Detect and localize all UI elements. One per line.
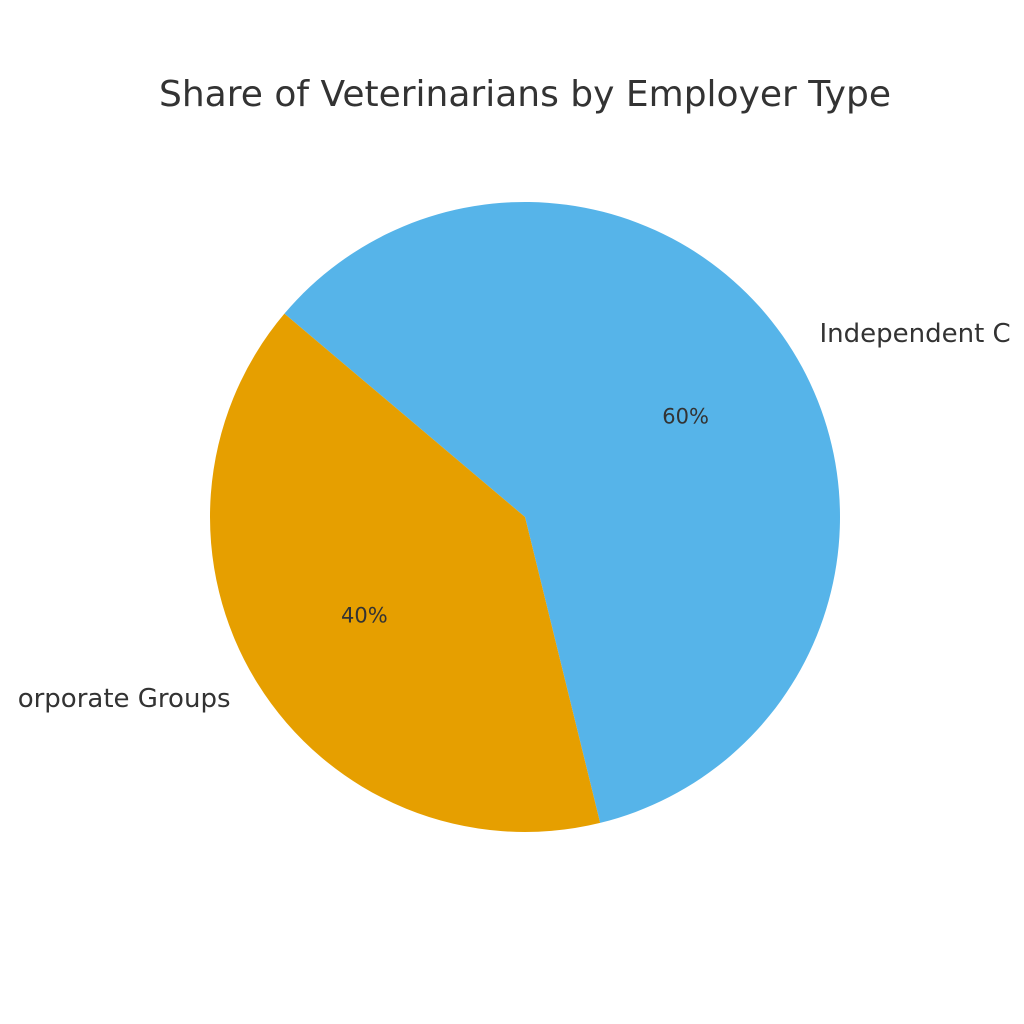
- slice-label: orporate Groups: [18, 684, 231, 714]
- value-label: 60%: [662, 404, 709, 428]
- chart-title: Share of Veterinarians by Employer Type: [159, 74, 891, 115]
- slice-label: Independent C: [819, 319, 1010, 349]
- pie-slice: [284, 201, 840, 823]
- pie-slice: [210, 313, 601, 833]
- value-label: 40%: [341, 604, 388, 628]
